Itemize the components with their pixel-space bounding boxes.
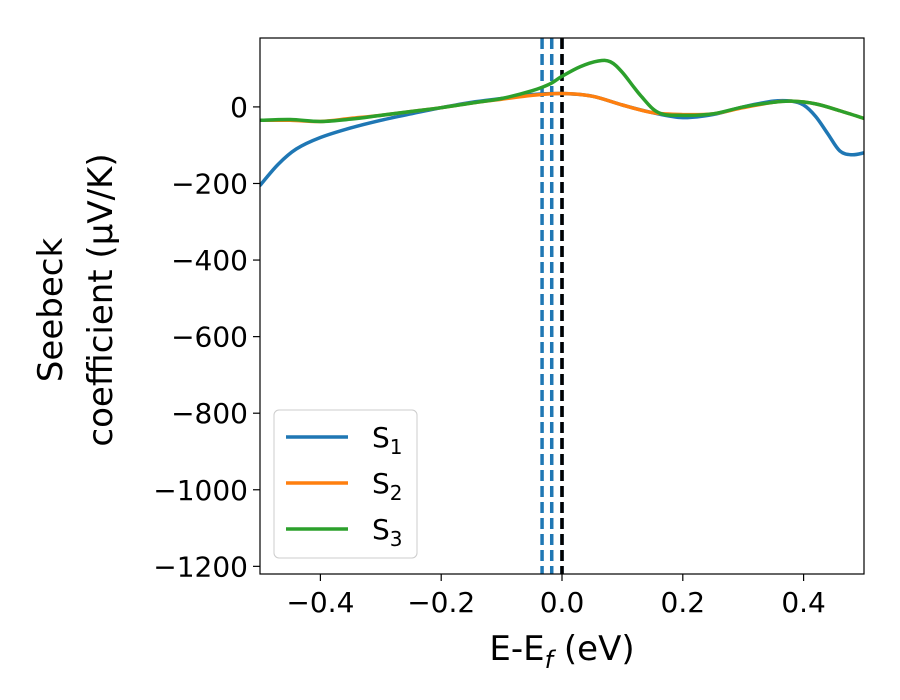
y-tick-label: −200 xyxy=(171,167,248,200)
y-axis-label-line1: Seebeck xyxy=(31,238,71,383)
y-tick-label: −600 xyxy=(171,321,248,354)
y-axis-label-line2: coefficient (μV/K) xyxy=(81,153,121,446)
x-axis-ticks: −0.4 −0.2 0.0 0.2 0.4 xyxy=(286,574,826,619)
y-tick-label: −1200 xyxy=(153,550,248,583)
x-tick-label: −0.4 xyxy=(286,586,354,619)
x-tick-label: 0.4 xyxy=(781,586,826,619)
x-axis-label: E-Ef (eV) xyxy=(489,629,634,674)
y-axis-ticks: 0 −200 −400 −600 −800 −1000 −1200 xyxy=(153,91,260,583)
y-tick-label: −800 xyxy=(171,397,248,430)
legend-label-s3: S3 xyxy=(372,513,403,551)
y-tick-label: −400 xyxy=(171,244,248,277)
x-tick-label: 0.0 xyxy=(540,586,585,619)
legend: S1 S2 S3 xyxy=(273,409,418,559)
series-layer xyxy=(260,58,864,188)
legend-items: S1 S2 S3 xyxy=(286,421,403,551)
y-tick-label: 0 xyxy=(230,91,248,124)
vertical-reference-lines xyxy=(540,38,564,574)
y-tick-label: −1000 xyxy=(153,474,248,507)
x-tick-label: −0.2 xyxy=(407,586,475,619)
legend-label-s2: S2 xyxy=(372,467,403,505)
legend-label-s1: S1 xyxy=(372,421,403,459)
series-line-s3 xyxy=(260,58,864,124)
x-tick-label: 0.2 xyxy=(661,586,706,619)
